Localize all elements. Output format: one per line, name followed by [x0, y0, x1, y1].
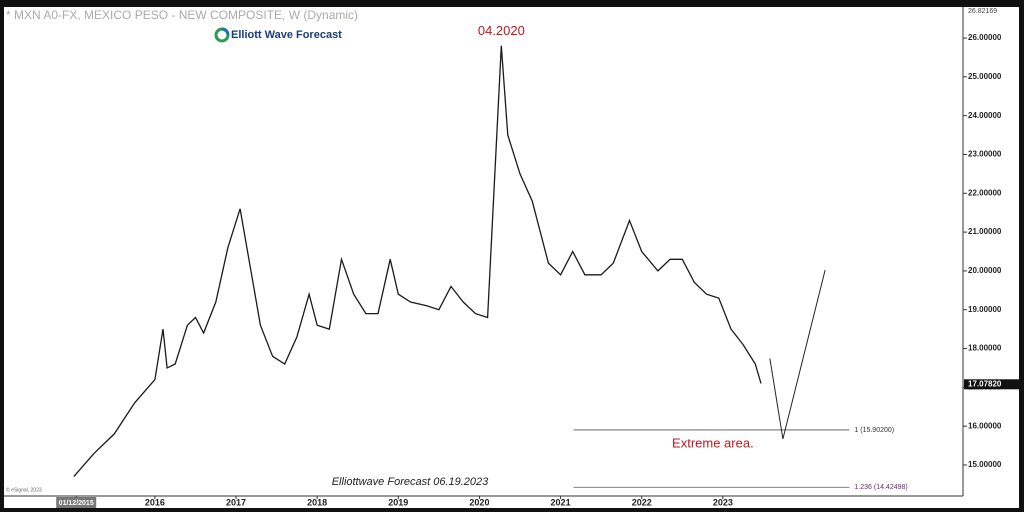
y-tick-label: 15.00000	[968, 460, 1002, 469]
last-price-box	[964, 379, 1020, 390]
top-price-label: 26.82169	[968, 8, 997, 15]
y-tick-label: 26.00000	[968, 33, 1002, 42]
x-tick-label: 2020	[469, 497, 489, 507]
y-tick-label: 25.00000	[968, 72, 1002, 81]
copyright: © eSignal, 2023	[6, 486, 42, 493]
logo-text: Elliott Wave Forecast	[231, 29, 342, 41]
last-price-label: 17.07820	[968, 379, 1002, 388]
logo-icon	[221, 27, 230, 36]
x-tick-label: 2022	[632, 497, 652, 507]
x-tick-label: 2023	[713, 497, 733, 507]
y-tick-label: 21.00000	[968, 227, 1002, 236]
x-tick-box	[56, 497, 97, 508]
y-tick-label: 24.00000	[968, 111, 1002, 120]
fib-level-label: 1.236 (14.42498)	[854, 484, 907, 491]
y-tick-label: 23.00000	[968, 150, 1002, 159]
zone-label: Extreme area.	[672, 435, 754, 450]
x-tick-label: 2018	[307, 497, 327, 507]
chart-title: * MXN A0-FX, MEXICO PESO - NEW COMPOSITE…	[6, 8, 358, 22]
y-tick-label: 22.00000	[968, 188, 1002, 197]
projection-line	[769, 269, 826, 440]
x-tick-label: 01/12/2015	[59, 500, 94, 507]
price-line	[73, 45, 762, 478]
fib-level-label: 1 (15.90200)	[854, 427, 894, 434]
peak-label: 04.2020	[478, 23, 525, 38]
x-tick-label: 2019	[388, 497, 408, 507]
x-tick-label: 2017	[226, 497, 246, 507]
x-tick-label: 2021	[551, 497, 571, 507]
y-tick-label: 20.00000	[968, 266, 1002, 275]
y-tick-label: 16.00000	[968, 421, 1002, 430]
x-tick-label: 2016	[145, 497, 165, 507]
background	[4, 7, 1019, 508]
y-tick-label: 18.00000	[968, 344, 1002, 353]
y-tick-label: 19.00000	[968, 305, 1002, 314]
footer: Elliottwave Forecast 06.19.2023	[332, 476, 489, 488]
